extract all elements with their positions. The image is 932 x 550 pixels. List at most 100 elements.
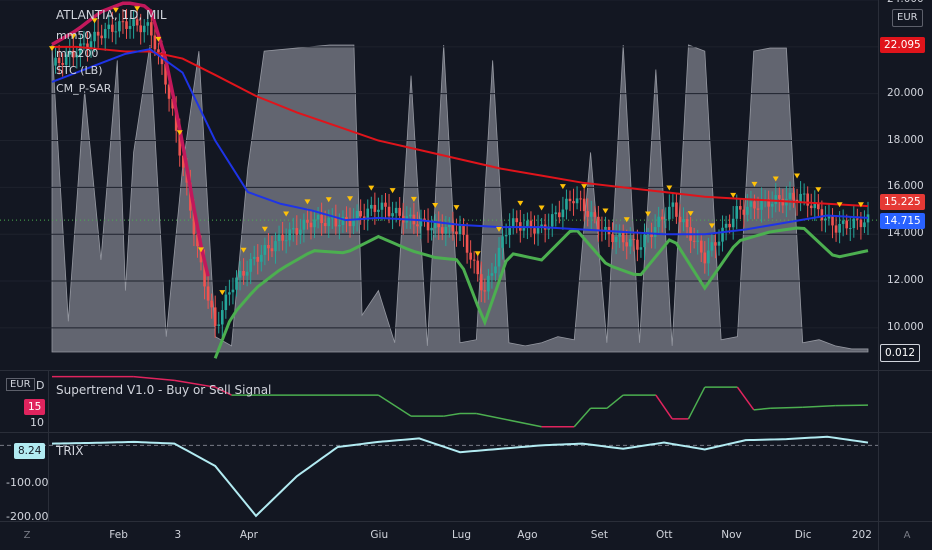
candle-body [341,216,345,226]
indicator-mm200[interactable]: mm200 [56,46,99,60]
panel2-currency-badge[interactable]: EUR [6,378,35,391]
candle-body [430,227,433,231]
candle-body [753,201,756,209]
psar-marker [432,203,439,209]
candle-body [834,225,838,233]
candle-body [643,234,646,248]
psar-marker [708,223,715,229]
time-axis[interactable]: Feb 3 Apr Giu Lug Ago Set Ott Nov Dic 202 [0,522,878,550]
candle-body [522,226,526,231]
candle-body [778,195,781,199]
candle-body [692,240,696,242]
supertrend-segment [770,406,803,410]
candle-body [199,246,203,263]
currency-badge[interactable]: EUR [892,9,923,27]
psar-marker [794,173,801,179]
price-axis-tick: 20.000 [887,86,924,99]
psar-marker [857,202,864,208]
panel-divider-2[interactable] [0,432,932,433]
psar-marker [283,211,290,217]
psar-marker [261,226,268,232]
candle-body [64,54,68,65]
psar-marker [496,226,503,232]
psar-marker [134,6,141,12]
price-axis-tick: 16.000 [887,180,924,193]
main-chart[interactable] [0,0,878,370]
candle-body [103,29,107,39]
symbol-title[interactable]: ATLANTIA, 1D, MIL [56,8,167,22]
candle-body [742,209,746,215]
price-tag-stc: 0.012 [880,344,921,362]
candle-body [536,226,540,234]
candle-body [710,242,714,251]
candle-body [54,57,57,66]
candle-body [848,228,852,230]
psar-marker [304,199,311,205]
candle-body [132,19,135,27]
candle-body [579,198,582,200]
candle-body [153,35,157,50]
grid-lines [0,0,878,329]
candle-body [409,214,412,217]
candle-body [455,231,458,235]
supertrend-chart[interactable] [0,371,878,432]
candle-body [540,224,543,227]
candle-body [671,202,675,207]
panel-divider[interactable] [0,370,932,371]
trix-title[interactable]: TRIX [56,444,84,458]
time-axis-tick: 3 [174,529,182,541]
candle-body [359,210,362,217]
candle-body [178,130,182,156]
candle-body [377,209,380,212]
candle-body [653,227,657,237]
candle-body [476,260,480,275]
psar-marker [559,184,566,190]
candle-body [699,240,703,253]
auto-scale-button[interactable]: A [903,530,911,541]
candle-body [370,204,373,209]
candle-body [242,271,245,276]
candle-body [650,233,653,237]
indicator-stc[interactable]: STC (LB) [56,64,103,77]
candle-body [554,212,558,215]
candle-body [511,218,515,227]
candle-body [135,19,139,26]
time-axis-tick: Set [590,529,608,541]
panel2-title[interactable]: Supertrend V1.0 - Buy or Sell Signal [56,383,272,397]
candle-body [114,31,118,33]
zoom-reset-button[interactable]: Z [23,530,31,541]
trix-line [0,435,878,518]
candle-body [128,26,132,29]
trix-chart[interactable] [0,433,878,521]
time-axis-tick: Lug [452,529,471,541]
candle-body [639,247,643,250]
candle-body [203,262,206,287]
indicator-psar[interactable]: CM_P-SAR [56,81,112,95]
candle-body [756,208,760,210]
supertrend-segment [476,412,542,428]
supertrend-segment [174,379,216,388]
price-axis-border [878,0,879,550]
time-axis-tick: Giu [370,529,389,541]
candle-body [792,192,795,200]
price-axis[interactable]: 24.00022.00020.00018.00016.00014.00012.0… [879,0,932,370]
candle-body [575,198,579,204]
candle-body [721,227,724,242]
candle-body [387,206,391,217]
candle-body [121,21,125,23]
candle-body [352,218,355,227]
candle-body [224,294,228,311]
candle-body [760,200,763,210]
candle-body [100,35,103,39]
supertrend-up-line [213,226,869,359]
price-axis-tick: 10.000 [887,320,924,333]
candle-body [533,228,536,234]
candle-body [394,207,398,214]
candle-body [89,41,93,49]
left-axis-border [48,371,49,521]
supertrend-segment [802,404,836,408]
candle-body [636,239,639,250]
indicator-mm50[interactable]: mm50 [56,29,92,42]
supertrend-segment [214,386,232,396]
supertrend-segment [133,375,175,382]
